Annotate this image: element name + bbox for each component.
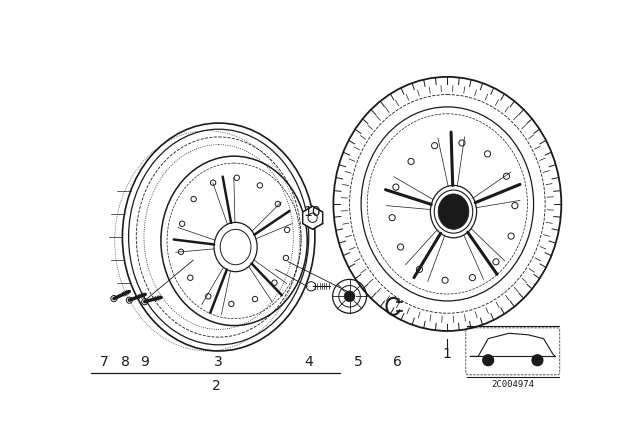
Text: 2: 2: [212, 379, 221, 393]
Text: 7: 7: [100, 355, 109, 369]
Ellipse shape: [438, 194, 469, 229]
Text: 9: 9: [140, 355, 149, 369]
Ellipse shape: [214, 222, 257, 271]
Text: 5: 5: [355, 355, 363, 369]
Text: 10: 10: [304, 205, 321, 219]
Text: 8: 8: [121, 355, 130, 369]
Text: 2C004974: 2C004974: [492, 380, 534, 389]
Circle shape: [532, 355, 543, 366]
Text: 6: 6: [393, 355, 402, 369]
Circle shape: [483, 355, 493, 366]
Text: 3: 3: [214, 355, 223, 369]
Ellipse shape: [431, 185, 477, 238]
Text: 4: 4: [305, 355, 313, 369]
Polygon shape: [303, 206, 323, 229]
Text: 1: 1: [443, 347, 452, 361]
Circle shape: [344, 291, 355, 302]
